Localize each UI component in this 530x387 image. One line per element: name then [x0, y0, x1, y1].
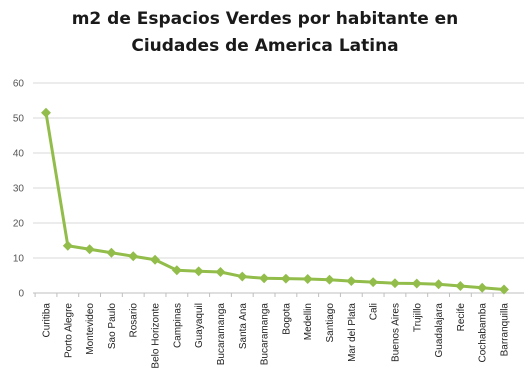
x-tick-label: Porto Alegre: [63, 303, 74, 358]
x-tick-label: Guadalajara: [434, 303, 445, 358]
x-tick-label: Buenos Aires: [390, 303, 401, 362]
grid-lines: [33, 82, 524, 259]
x-tick-label: Guayaquil: [194, 303, 205, 348]
y-tick-label: 60: [13, 79, 25, 90]
x-tick-label: Campinas: [172, 303, 183, 348]
y-tick-label: 20: [13, 219, 25, 230]
x-tick-label: Rosario: [129, 303, 140, 338]
y-axis-ticks: 0 10 20 30 40 50 60: [13, 79, 25, 300]
x-tick-label: Bucaramanga: [260, 303, 271, 366]
data-points: [41, 107, 509, 295]
x-tick-label: Sao Paulo: [107, 303, 118, 350]
data-point: [390, 278, 400, 289]
x-tick-label: Recife: [456, 303, 467, 332]
data-point: [215, 267, 226, 277]
data-point: [411, 278, 422, 289]
data-point: [324, 274, 335, 285]
x-tick-label: Cochabamba: [478, 303, 489, 363]
series-line: [44, 112, 505, 291]
data-point: [237, 271, 248, 282]
x-tick-label: Cali: [369, 303, 380, 320]
data-point: [455, 281, 466, 291]
x-tick-label: Santiago: [325, 303, 336, 343]
x-tick-label: Belo Horizonte: [151, 303, 162, 369]
data-point: [477, 282, 488, 293]
data-point: [150, 254, 160, 265]
x-tick-label: Bogota: [281, 303, 292, 335]
data-point: [433, 279, 444, 290]
data-point: [106, 247, 117, 258]
data-point: [62, 240, 73, 251]
x-tick-label: Trujillo: [412, 303, 423, 333]
data-point: [499, 284, 509, 295]
data-point: [128, 251, 139, 262]
y-tick-label: 40: [13, 149, 25, 160]
data-point: [368, 277, 379, 288]
data-point: [84, 244, 95, 255]
data-point: [171, 265, 182, 276]
x-tick-label: Montevideo: [85, 303, 96, 355]
data-point: [41, 107, 51, 118]
data-point: [346, 276, 357, 287]
data-point: [259, 273, 270, 284]
y-tick-label: 30: [13, 184, 25, 195]
x-axis-ticks: Curitiba Porto Alegre Montevideo Sao Paulo R…: [34, 293, 511, 369]
data-point: [280, 273, 291, 284]
x-tick-label: Bucaramanga: [216, 303, 227, 366]
chart-title-line-2: Ciudades de America Latina: [131, 36, 399, 56]
y-tick-label: 50: [13, 114, 25, 125]
chart-title: m2 de Espacios Verdes por habitante en C…: [0, 6, 530, 60]
chart-title-line-1: m2 de Espacios Verdes por habitante en: [71, 9, 459, 29]
x-tick-label: Medellin: [303, 303, 314, 340]
y-tick-label: 0: [18, 289, 24, 300]
x-tick-label: Barranquilla: [500, 303, 511, 357]
x-tick-label: Santa Ana: [238, 303, 249, 350]
data-point: [193, 266, 204, 277]
y-tick-label: 10: [13, 254, 25, 265]
data-point: [302, 274, 313, 284]
x-tick-label: Mar del Plata: [347, 303, 358, 362]
x-tick-label: Curitiba: [42, 303, 53, 338]
